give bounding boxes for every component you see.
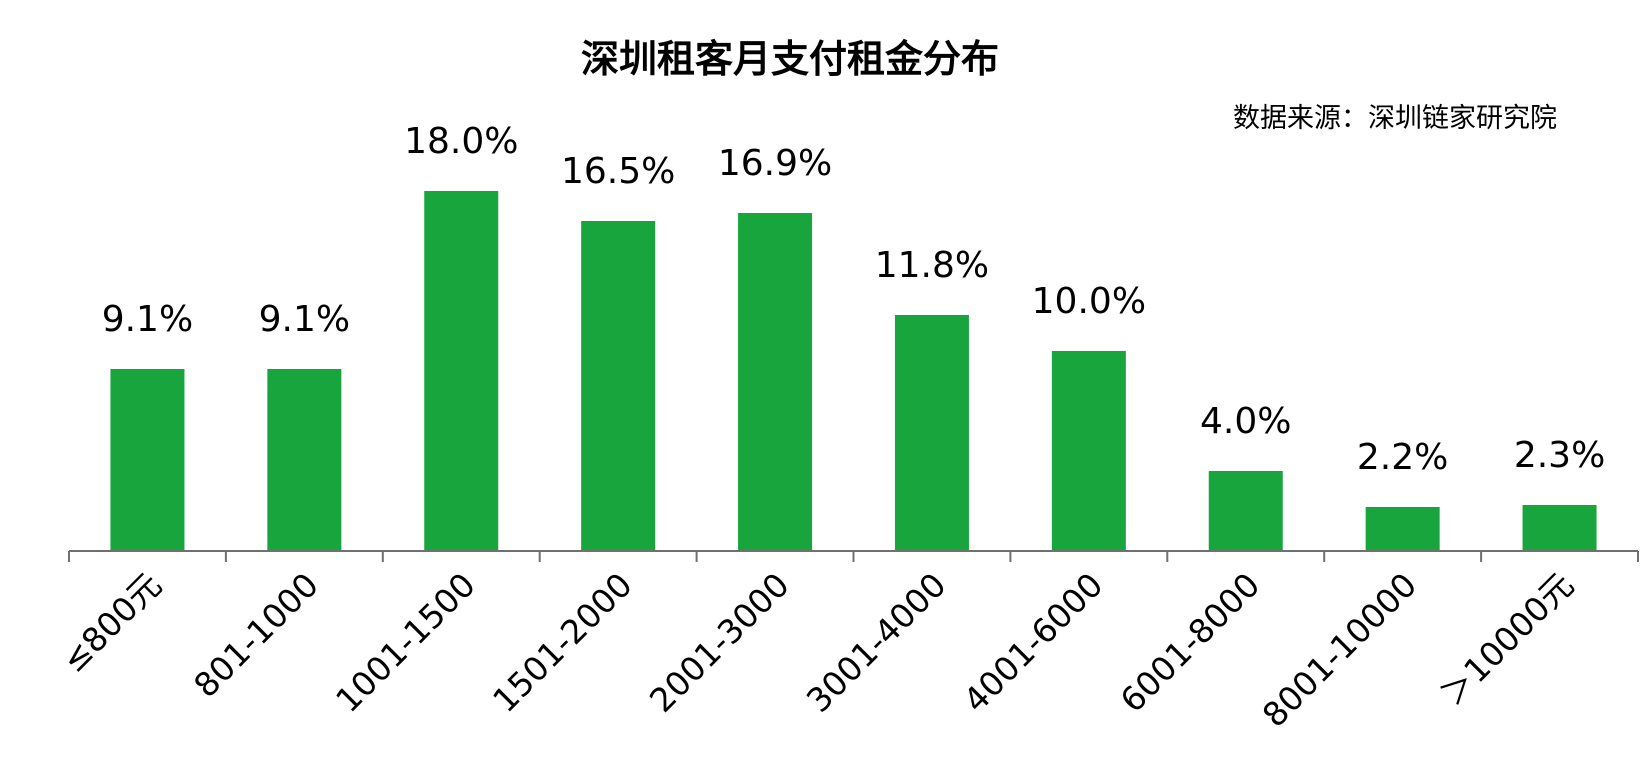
x-axis-tick-labels-group: ≤800元 801-1000 1001-1500 1501-2000 2001-3000… bbox=[54, 565, 1581, 735]
bar bbox=[581, 221, 656, 551]
x-tick-label: 8001-10000 bbox=[1255, 565, 1425, 735]
bar-value-label: 16.9% bbox=[718, 143, 832, 184]
x-tick-label: 1001-1500 bbox=[328, 565, 483, 720]
bar-value-label: 2.2% bbox=[1357, 437, 1448, 478]
bar-value-label: 10.0% bbox=[1032, 281, 1146, 322]
x-tick-label: 6001-8000 bbox=[1113, 565, 1268, 720]
x-tick-label: 3001-4000 bbox=[799, 565, 954, 720]
bar bbox=[267, 369, 342, 551]
x-tick-label: 801-1000 bbox=[186, 565, 326, 705]
bar-value-label: 9.1% bbox=[102, 299, 193, 340]
x-axis-ticks-group bbox=[68, 551, 1639, 562]
bar bbox=[1208, 471, 1283, 551]
bar-value-label: 9.1% bbox=[259, 299, 350, 340]
bar-value-label: 11.8% bbox=[875, 245, 989, 286]
x-tick-label: 4001-6000 bbox=[956, 565, 1111, 720]
bar bbox=[894, 315, 969, 551]
bar-value-label: 16.5% bbox=[561, 151, 675, 192]
bar-value-label: 2.3% bbox=[1514, 435, 1605, 476]
bar-value-label: 4.0% bbox=[1200, 401, 1291, 442]
bar bbox=[1365, 507, 1440, 551]
bar bbox=[110, 369, 185, 551]
chart-title: 深圳租客月支付租金分布 bbox=[581, 37, 999, 81]
bar bbox=[1051, 351, 1126, 551]
bar-value-label: 18.0% bbox=[404, 121, 518, 162]
bar bbox=[1522, 505, 1597, 551]
bar bbox=[424, 191, 499, 551]
bar bbox=[738, 213, 813, 551]
value-labels-group: 9.1% 9.1% 18.0% 16.5% 16.9% 11.8% 10.0% 4.0% 2.2… bbox=[102, 121, 1606, 478]
x-tick-label: 2001-3000 bbox=[642, 565, 797, 720]
data-source-note: 数据来源：深圳链家研究院 bbox=[1233, 103, 1557, 134]
bars-group bbox=[110, 191, 1597, 551]
x-tick-label: ＞10000元 bbox=[1433, 565, 1581, 713]
x-tick-label: 1501-2000 bbox=[485, 565, 640, 720]
x-tick-label: ≤800元 bbox=[54, 565, 169, 680]
